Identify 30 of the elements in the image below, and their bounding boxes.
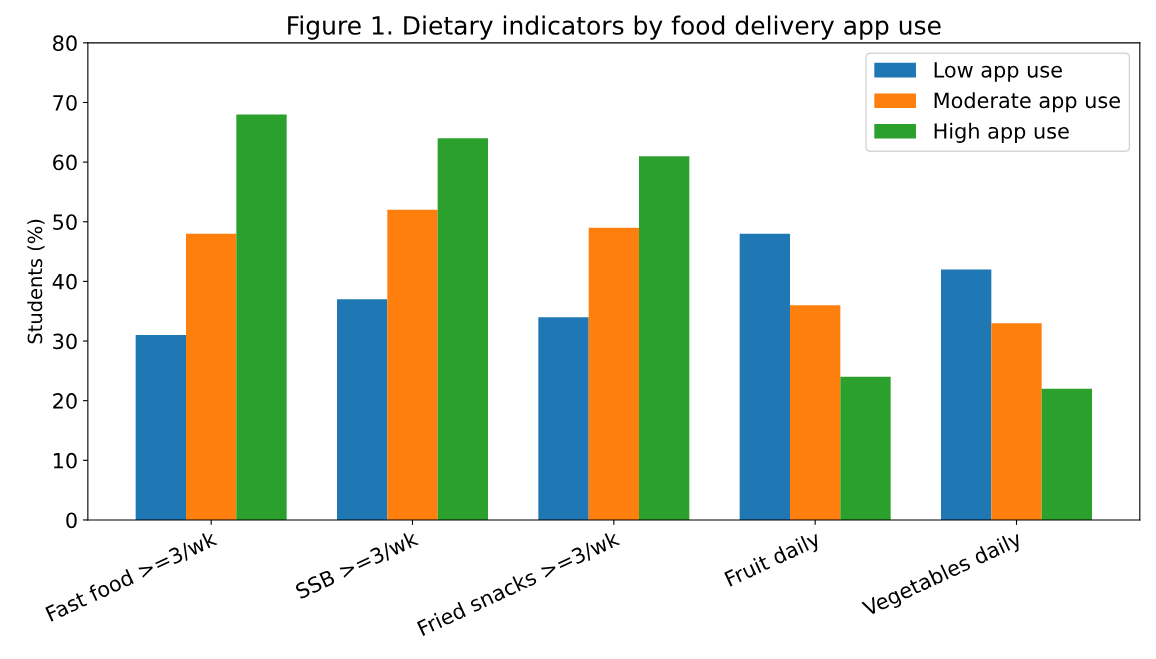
bar xyxy=(840,376,891,520)
bar xyxy=(588,227,639,520)
y-tick-label: 0 xyxy=(66,512,77,529)
x-tick-label: Fruit daily xyxy=(723,529,824,591)
y-tick-label: 40 xyxy=(52,273,77,290)
y-tick-label: 20 xyxy=(53,393,77,409)
y-tick-label: 30 xyxy=(53,333,77,350)
y-tick-label: 10 xyxy=(53,452,77,469)
chart-title: Figure 1. Dietary indicators by food delivery app use xyxy=(288,15,941,40)
legend-label: Moderate app use xyxy=(934,92,1120,113)
bar xyxy=(1041,388,1092,520)
bar xyxy=(538,317,589,520)
y-tick-label: 80 xyxy=(53,35,77,52)
y-axis-title: Students (%) xyxy=(27,219,45,344)
bar xyxy=(186,233,237,520)
bar xyxy=(337,299,388,520)
bar xyxy=(236,114,287,520)
legend-label: Low app use xyxy=(934,62,1062,82)
legend-label: High app use xyxy=(934,122,1069,143)
bar xyxy=(790,305,841,520)
bar xyxy=(387,209,438,520)
bar xyxy=(739,233,790,520)
y-tick-label: 50 xyxy=(53,214,77,230)
y-tick-label: 60 xyxy=(53,154,77,171)
y-tick-label: 70 xyxy=(53,94,77,111)
bar xyxy=(639,156,690,520)
bar xyxy=(135,335,187,520)
bar xyxy=(991,323,1042,520)
bar xyxy=(941,269,992,520)
bar xyxy=(437,138,488,520)
